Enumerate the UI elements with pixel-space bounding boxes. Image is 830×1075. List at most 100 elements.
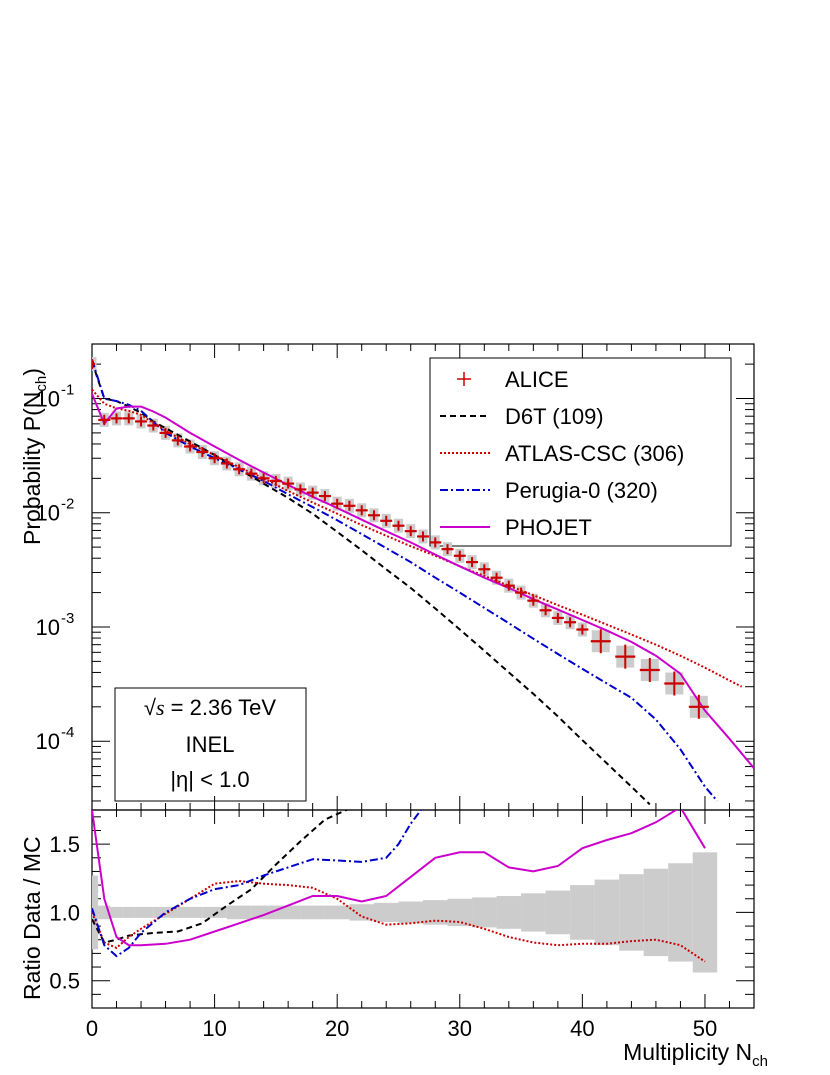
alice-point xyxy=(515,587,528,598)
alice-point xyxy=(208,453,221,464)
ratio-syst-band xyxy=(122,906,135,918)
alice-point xyxy=(343,500,356,511)
ratio-syst-band xyxy=(668,863,693,962)
ratio-syst-band xyxy=(177,906,203,918)
alice-point xyxy=(441,544,454,555)
ratio-syst-band xyxy=(545,890,571,935)
alice-point xyxy=(269,475,282,486)
ratio-syst-band xyxy=(134,906,154,918)
bottom-ylabel: Ratio Data / MC xyxy=(19,836,45,1000)
ratio-syst-band xyxy=(521,893,546,932)
alice-point xyxy=(564,617,577,628)
alice-point xyxy=(294,484,307,495)
alice-point xyxy=(355,505,368,516)
annotation-energy: √s = 2.36 TeV xyxy=(144,695,276,720)
x-tick-label: 10 xyxy=(202,1016,226,1041)
top-ylabel: Probability P(Nch) xyxy=(19,368,50,545)
alice-point xyxy=(367,510,380,521)
alice-point xyxy=(196,447,209,458)
alice-point xyxy=(664,671,685,696)
top-series-phojet xyxy=(92,393,754,769)
ratio-syst-band xyxy=(496,896,522,929)
ratio-series-perugia-0-320 xyxy=(92,810,423,958)
y-tick-label-bottom: 1.0 xyxy=(49,900,80,925)
y-tick-label-bottom: 0.5 xyxy=(49,969,80,994)
y-tick-label-exp: -1 xyxy=(61,382,74,399)
ratio-syst-band xyxy=(251,905,276,920)
alice-point xyxy=(306,487,319,498)
ratio-syst-band xyxy=(398,901,423,924)
energy-value: = 2.36 TeV xyxy=(165,695,277,720)
alice-point xyxy=(110,413,123,424)
alice-point xyxy=(331,498,344,509)
x-tick-label: 0 xyxy=(86,1016,98,1041)
ratio-syst-band xyxy=(349,904,374,921)
legend-box xyxy=(429,357,732,547)
annotation-inel: INEL xyxy=(186,732,235,757)
xlabel-main: Multiplicity N xyxy=(623,1039,752,1065)
ratio-syst-band xyxy=(373,902,399,922)
ratio-syst-band xyxy=(92,875,99,950)
alice-point xyxy=(502,580,515,591)
y-tick-label-exp: -3 xyxy=(61,610,74,627)
alice-point xyxy=(453,550,466,561)
top-ylabel-sub: ch xyxy=(33,376,50,392)
alice-point xyxy=(688,694,709,719)
x-tick-label: 50 xyxy=(693,1016,717,1041)
alice-point xyxy=(429,537,442,548)
top-series-atlas-csc-306 xyxy=(92,388,743,688)
legend-entry: PHOJET xyxy=(440,515,592,540)
ratio-syst-band xyxy=(472,897,497,928)
alice-point xyxy=(615,644,636,669)
ratio-series-atlas-csc-306 xyxy=(92,879,706,963)
ratio-syst-band xyxy=(692,852,718,973)
alice-point xyxy=(233,464,246,475)
x-tick-label: 40 xyxy=(570,1016,594,1041)
alice-point xyxy=(159,427,172,438)
ratio-syst-band xyxy=(275,905,301,920)
sqrt-symbol: √ xyxy=(144,695,157,720)
x-tick-label: 20 xyxy=(325,1016,349,1041)
legend-entry: ATLAS-CSC (306) xyxy=(440,441,684,466)
alice-point xyxy=(257,473,270,484)
ratio-series-d6t-109 xyxy=(92,810,349,944)
alice-point xyxy=(184,441,197,452)
y-tick-label-top: 10 xyxy=(36,501,60,526)
alice-point xyxy=(282,478,295,489)
annotation-eta: |η| < 1.0 xyxy=(170,767,249,792)
ratio-syst-band xyxy=(643,868,669,957)
ratio-syst-band xyxy=(594,879,620,946)
alice-point xyxy=(539,605,552,616)
legend-label: PHOJET xyxy=(505,515,592,540)
alice-point xyxy=(527,595,540,606)
ratio-syst-band xyxy=(110,906,123,918)
alice-point xyxy=(98,414,111,425)
bottom-plot-area xyxy=(92,810,718,973)
s-symbol: s xyxy=(156,695,165,720)
ratio-syst-band xyxy=(324,905,350,920)
alice-point xyxy=(220,458,233,469)
legend-entry: D6T (109) xyxy=(440,404,604,429)
alice-point xyxy=(392,520,405,531)
y-tick-label-bottom: 1.5 xyxy=(49,832,80,857)
alice-point xyxy=(417,531,429,542)
top-ylabel-main: Probability P(N xyxy=(19,392,45,545)
x-tick-label: 30 xyxy=(448,1016,472,1041)
legend-entry: Perugia-0 (320) xyxy=(440,478,658,503)
ratio-syst-band xyxy=(570,885,595,940)
alice-point xyxy=(122,413,135,424)
annotation: √s = 2.36 TeV INEL |η| < 1.0 xyxy=(114,687,307,802)
legend-label: ALICE xyxy=(505,367,569,392)
xlabel-sub: ch xyxy=(752,1053,768,1070)
alice-point xyxy=(466,557,479,568)
alice-point xyxy=(245,468,258,479)
ratio-syst-band xyxy=(202,906,227,918)
legend-label: D6T (109) xyxy=(505,404,604,429)
alice-point xyxy=(551,612,564,623)
alice-point xyxy=(576,624,589,635)
y-tick-label-top: 10 xyxy=(36,729,60,754)
legend-label: Perugia-0 (320) xyxy=(505,478,658,503)
alice-point xyxy=(639,658,660,683)
ratio-syst-band xyxy=(153,906,178,918)
alice-point xyxy=(92,359,95,370)
